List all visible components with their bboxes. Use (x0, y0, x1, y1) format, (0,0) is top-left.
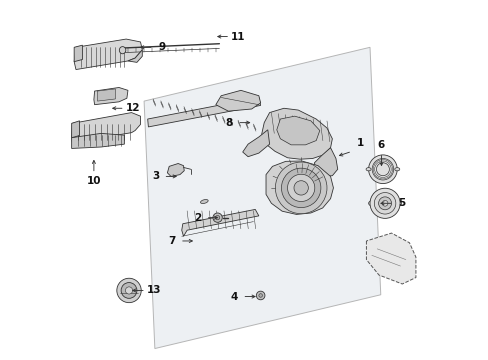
Polygon shape (265, 161, 333, 215)
Circle shape (121, 283, 137, 298)
Polygon shape (366, 233, 415, 284)
Polygon shape (74, 45, 82, 62)
Polygon shape (128, 50, 142, 62)
Text: 8: 8 (225, 118, 233, 128)
Circle shape (281, 168, 320, 208)
Polygon shape (72, 134, 124, 148)
Circle shape (256, 291, 264, 300)
Text: 6: 6 (377, 140, 385, 150)
Ellipse shape (394, 168, 399, 171)
Circle shape (275, 162, 326, 214)
Polygon shape (144, 47, 380, 348)
Text: 2: 2 (194, 213, 201, 222)
Circle shape (373, 193, 395, 214)
Ellipse shape (200, 199, 208, 203)
Circle shape (293, 181, 308, 195)
Text: 12: 12 (125, 103, 140, 113)
Ellipse shape (119, 46, 125, 54)
Polygon shape (97, 89, 115, 101)
Polygon shape (242, 130, 269, 157)
Text: 9: 9 (158, 42, 165, 52)
Polygon shape (215, 90, 260, 111)
Polygon shape (167, 163, 184, 176)
Polygon shape (276, 116, 319, 145)
Polygon shape (94, 87, 128, 105)
Text: 1: 1 (356, 139, 363, 148)
Circle shape (117, 278, 141, 303)
Circle shape (215, 216, 219, 220)
Text: 7: 7 (168, 236, 175, 246)
Text: 4: 4 (230, 292, 238, 302)
Text: 13: 13 (146, 285, 161, 296)
Circle shape (368, 155, 396, 184)
Text: 10: 10 (86, 176, 101, 186)
Polygon shape (314, 148, 337, 176)
Circle shape (369, 188, 399, 219)
Ellipse shape (366, 168, 370, 171)
Polygon shape (261, 108, 332, 159)
Circle shape (287, 174, 314, 202)
Circle shape (382, 201, 387, 206)
Polygon shape (72, 113, 140, 142)
Text: 11: 11 (230, 32, 245, 41)
Text: 3: 3 (152, 171, 159, 181)
Circle shape (125, 287, 132, 294)
Circle shape (258, 294, 262, 297)
Ellipse shape (368, 198, 401, 209)
Text: 5: 5 (397, 198, 405, 208)
Polygon shape (72, 121, 80, 138)
Polygon shape (147, 98, 260, 127)
Circle shape (212, 213, 222, 222)
Polygon shape (74, 39, 142, 69)
Polygon shape (182, 210, 258, 236)
Circle shape (378, 197, 391, 210)
